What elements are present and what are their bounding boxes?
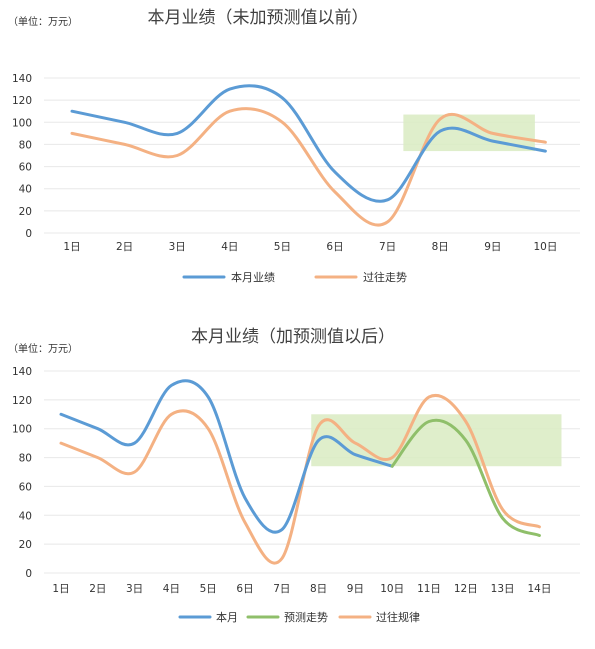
chart-2-y-tick-label: 100 — [12, 424, 32, 436]
chart-2-legend-label-1: 本月 — [216, 610, 238, 624]
chart-1-series-line-2 — [70, 107, 547, 227]
chart-2-x-tick-label: 3日 — [126, 583, 143, 595]
chart-1-x-tick-label: 6日 — [326, 241, 343, 253]
chart-2-series-line-3 — [59, 394, 541, 565]
chart-2-y-tick-label: 80 — [19, 453, 32, 465]
chart-1-series-line-1 — [70, 84, 547, 203]
chart-2-y-tick-label: 120 — [12, 395, 32, 407]
chart-1-x-tick-label: 2日 — [116, 241, 133, 253]
chart-2-x-tick-label: 7日 — [273, 583, 290, 595]
chart-2-unit-label: （单位：万元） — [8, 342, 78, 355]
chart-2-y-tick-label: 20 — [19, 539, 32, 551]
chart-1-legend-label-2: 过往走势 — [363, 270, 407, 284]
chart-2-x-tick-label: 14日 — [527, 583, 551, 595]
chart-2-highlight-box — [311, 414, 562, 467]
chart-1-legend-label-1: 本月业绩 — [231, 270, 275, 284]
chart-1-y-tick-label: 100 — [12, 117, 32, 129]
chart-2-x-tick-label: 13日 — [491, 583, 515, 595]
chart-1-y-tick-label: 80 — [19, 139, 32, 151]
chart-2-x-tick-label: 1日 — [52, 583, 69, 595]
chart-2-x-tick-label: 12日 — [454, 583, 478, 595]
chart-1-x-tick-label: 7日 — [379, 241, 396, 253]
chart-1-x-tick-label: 4日 — [221, 241, 238, 253]
chart-2-x-tick-label: 6日 — [236, 583, 253, 595]
chart-1-x-tick-label: 10日 — [533, 241, 557, 253]
chart-2-y-tick-label: 0 — [25, 568, 32, 580]
chart-1-x-tick-label: 8日 — [432, 241, 449, 253]
chart-2-plot-area: 0 20 40 60 80 100 120 140 1日 2日 3日 4日 5日 6日 7日 8日 9日 10日 1… — [12, 366, 580, 595]
chart-1-y-tick-label: 20 — [19, 206, 32, 218]
chart-2-legend: 本月 预测走势 过往规律 — [178, 610, 420, 624]
chart-2-series-line-2 — [390, 418, 541, 537]
chart-1-legend: 本月业绩 过往走势 — [182, 270, 407, 284]
chart-1-y-tick-label: 60 — [19, 162, 32, 174]
chart-2-x-tick-label: 11日 — [417, 583, 441, 595]
chart-2-legend-label-3: 过往规律 — [376, 610, 420, 624]
chart-2-legend-label-2: 预测走势 — [284, 611, 328, 624]
chart-2-series-line-1 — [59, 379, 394, 534]
chart-2-title: 本月业绩（加预测值以后） — [191, 327, 395, 347]
chart-2-y-tick-label: 140 — [12, 366, 32, 378]
chart-1-x-tick-label: 5日 — [274, 241, 291, 253]
chart-1-title: 本月业绩（未加预测值以前） — [148, 8, 369, 28]
chart-2-y-tick-label: 40 — [19, 510, 32, 522]
chart-2-x-tick-label: 5日 — [200, 583, 217, 595]
chart-1-y-tick-label: 140 — [12, 73, 32, 85]
chart-1-x-tick-label: 9日 — [484, 241, 501, 253]
chart-1-unit-label: （单位：万元） — [8, 15, 78, 28]
chart-1-x-tick-label: 3日 — [169, 241, 186, 253]
chart-1-y-tick-label: 120 — [12, 95, 32, 107]
chart-2-x-tick-label: 9日 — [347, 583, 364, 595]
chart-2-x-tick-label: 4日 — [163, 583, 180, 595]
chart-1-y-tick-label: 0 — [25, 228, 32, 240]
chart-2-x-tick-label: 10日 — [380, 583, 404, 595]
chart-1-plot-area: 0 20 40 60 80 100 120 140 1日 2日 3日 4日 5日 6日 7日 8日 9日 10日 — [12, 73, 580, 253]
chart-2-x-tick-label: 2日 — [89, 583, 106, 595]
chart-1-y-tick-label: 40 — [19, 184, 32, 196]
chart-1-x-tick-label: 1日 — [63, 241, 80, 253]
chart-2-y-tick-label: 60 — [19, 481, 32, 493]
chart-2-x-tick-label: 8日 — [310, 583, 327, 595]
